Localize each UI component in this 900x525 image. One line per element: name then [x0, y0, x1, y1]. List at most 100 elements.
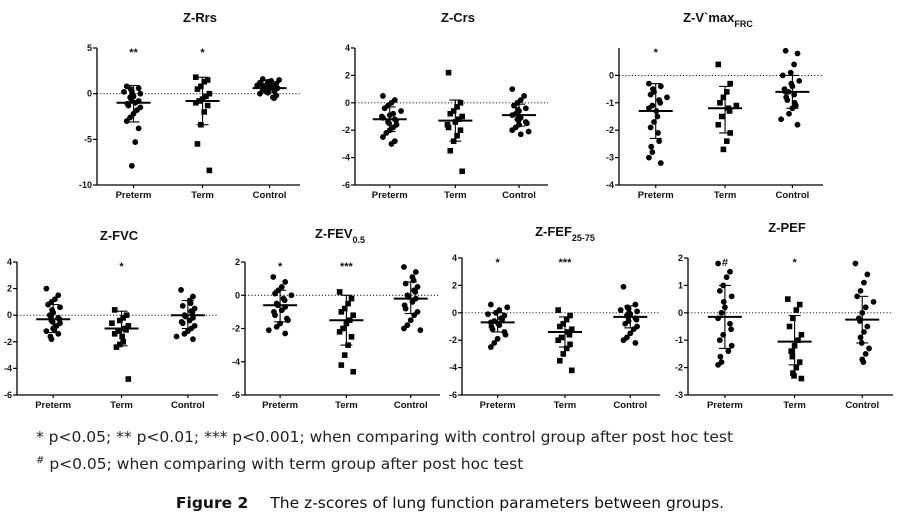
data-point-control [870, 298, 877, 305]
data-point-term [201, 109, 208, 115]
y-tick-label: -2 [675, 363, 683, 373]
y-tick-label: 0 [609, 70, 614, 80]
data-point-term [338, 362, 345, 368]
x-category-label: Preterm [480, 400, 516, 411]
data-point-term [447, 110, 454, 117]
data-point-preterm [491, 340, 498, 346]
x-category-label: Control [171, 400, 205, 411]
data-point-control [407, 317, 414, 324]
data-point-term [450, 108, 457, 114]
data-point-term [206, 90, 213, 97]
data-point-preterm [125, 102, 132, 109]
y-tick-label: -3 [606, 153, 614, 163]
data-point-term [727, 80, 733, 87]
x-category-label: Preterm [116, 190, 152, 201]
panel-3: Z-V`maxFRC 0 -1 -2 -3 -4 Preterm Term Control * [606, 10, 823, 201]
data-point-control [794, 121, 801, 128]
data-point-control [864, 271, 871, 278]
data-point-preterm [272, 312, 278, 319]
y-tick-label: -2 [606, 125, 614, 135]
data-point-control [401, 264, 407, 270]
panel-title: Z-PEF [768, 220, 806, 235]
data-point-preterm [272, 290, 278, 297]
x-category-label: Control [394, 400, 428, 411]
data-point-control [862, 351, 869, 357]
data-point-preterm [727, 320, 733, 327]
data-point-term [125, 376, 132, 382]
data-point-term [194, 86, 201, 92]
data-point-control [787, 69, 794, 76]
data-point-preterm [128, 96, 135, 103]
data-point-term [350, 368, 356, 375]
significance-marker: * [278, 261, 283, 273]
data-point-term [120, 315, 127, 321]
data-point-term [567, 312, 573, 319]
panel-title-subscript: FRC [734, 19, 753, 29]
data-point-term [201, 78, 208, 85]
data-point-control [189, 309, 196, 316]
data-point-term [786, 323, 793, 330]
data-point-control [627, 330, 634, 337]
data-point-term [348, 334, 355, 340]
data-point-term [336, 289, 343, 295]
significance-marker: ** [129, 47, 138, 59]
y-tick-label: 2 [452, 280, 457, 290]
data-point-term [206, 167, 213, 174]
data-point-term [350, 312, 356, 318]
significance-marker: *** [340, 261, 354, 273]
data-point-preterm [380, 134, 386, 140]
data-point-term [555, 307, 561, 313]
data-point-preterm [655, 130, 661, 136]
x-category-label: Preterm [707, 400, 743, 411]
significance-marker: * [495, 257, 500, 269]
data-point-preterm [489, 326, 496, 333]
data-point-term [192, 74, 199, 81]
data-point-control [190, 336, 196, 343]
y-tick-label: 2 [235, 257, 240, 267]
data-point-term [788, 348, 794, 354]
data-point-term [204, 102, 211, 109]
data-point-control [860, 359, 867, 366]
x-category-label: Preterm [372, 190, 408, 201]
data-point-term [720, 94, 727, 101]
y-tick-label: 2 [678, 253, 683, 263]
panel-title-subscript: 0.5 [353, 235, 366, 245]
data-point-preterm [485, 311, 491, 318]
x-category-label: Control [613, 400, 647, 411]
data-point-term [194, 141, 201, 147]
data-point-control [786, 110, 792, 117]
data-point-term [204, 77, 211, 83]
data-point-control [525, 128, 532, 135]
x-category-label: Control [845, 400, 879, 411]
data-point-preterm [502, 331, 509, 338]
data-point-preterm [134, 107, 140, 114]
panel-title: Z-V`maxFRC [683, 10, 753, 29]
x-category-label: Term [191, 190, 214, 201]
y-tick-label: -6 [4, 390, 12, 400]
data-point-control [402, 305, 409, 312]
panel-2: Z-Crs 4 2 0 -2 -4 -6 Preterm Term Control [342, 10, 548, 201]
data-point-preterm [265, 327, 272, 334]
y-tick-label: 0 [452, 308, 457, 318]
data-point-preterm [132, 139, 139, 145]
data-point-control [178, 287, 184, 293]
y-tick-label: -4 [232, 357, 240, 367]
x-category-label: Term [783, 400, 806, 411]
data-point-term [117, 341, 123, 348]
data-point-preterm [388, 141, 395, 147]
data-point-preterm [657, 83, 664, 90]
data-point-term [726, 108, 733, 114]
y-tick-label: 2 [345, 70, 350, 80]
data-point-preterm [273, 323, 280, 330]
panel-title: Z-FEV0.5 [315, 226, 365, 245]
data-point-preterm [725, 348, 732, 355]
data-point-term [798, 331, 805, 338]
data-point-control [620, 337, 627, 344]
data-point-preterm [716, 337, 723, 344]
data-point-term [796, 359, 803, 365]
data-point-control [866, 345, 872, 352]
data-point-control [412, 269, 419, 275]
data-point-preterm [715, 260, 721, 267]
